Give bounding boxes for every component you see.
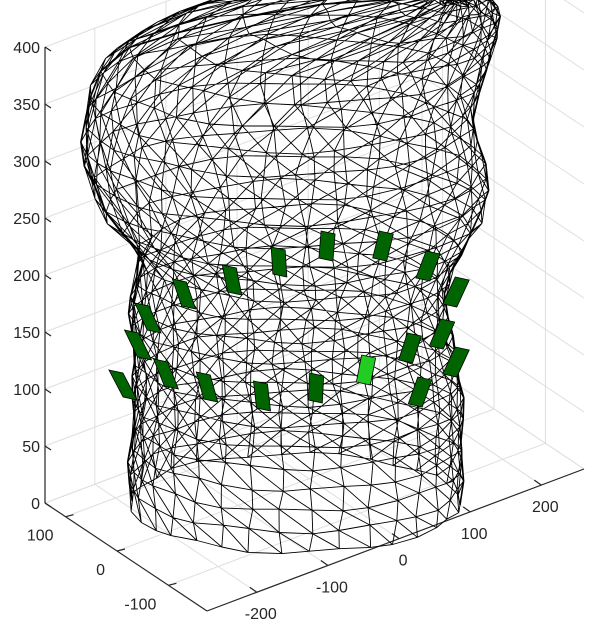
grid-line-y	[168, 442, 546, 586]
z-tick	[44, 160, 52, 166]
green-patch	[318, 230, 336, 262]
green-patch	[270, 246, 288, 278]
tick-labels: 0 50 100 150 200 250 300 350 400 -200 -100 0 100 200 1…	[13, 40, 558, 623]
grid-line-z	[44, 246, 423, 390]
highlighted-patches	[108, 230, 470, 412]
grid-line-z	[44, 132, 423, 276]
z-tick-label: 0	[31, 496, 40, 513]
grid-line-z	[421, 132, 585, 242]
grid-line-z	[421, 75, 585, 185]
green-patch	[152, 358, 180, 390]
green-patch	[123, 329, 153, 361]
green-patch	[134, 302, 162, 334]
grid-line-x	[236, 430, 400, 540]
front-left-tick	[116, 548, 126, 552]
green-patch	[108, 369, 138, 401]
front-right-tick-label: -200	[245, 606, 277, 623]
front-right-tick	[391, 533, 400, 540]
grid-line-z	[421, 18, 585, 128]
z-tick	[44, 46, 52, 52]
z-tick	[44, 103, 52, 109]
z-tick	[44, 274, 52, 280]
grid-line-x	[94, 483, 258, 593]
front-right-tick	[533, 479, 542, 486]
front-left-tick-label: -100	[124, 596, 156, 613]
z-tick-label: 300	[13, 154, 40, 171]
z-tick-label: 200	[13, 268, 40, 285]
z-tick	[44, 217, 52, 223]
grid-lines	[44, 0, 585, 593]
grid-line-z	[44, 0, 172, 48]
mesh-edges	[80, 0, 501, 555]
z-tick-label: 400	[13, 40, 40, 57]
front-right-tick	[462, 506, 471, 513]
axis-lines	[44, 46, 585, 612]
box-edge	[44, 360, 423, 504]
green-patch	[253, 380, 271, 412]
green-patch	[307, 372, 325, 404]
green-patch	[355, 354, 377, 386]
z-tick	[44, 502, 52, 508]
z-tick-label: 100	[13, 382, 40, 399]
front-left-tick	[65, 514, 74, 518]
z-tick-label: 350	[13, 97, 40, 114]
z-tick	[44, 388, 52, 394]
mesh-silhouette	[80, 0, 502, 506]
green-patch	[221, 264, 243, 296]
front-right-axis-line	[206, 468, 585, 612]
green-patch	[442, 346, 470, 378]
grid-line-x	[165, 457, 329, 566]
front-left-tick-label: 100	[27, 528, 54, 545]
z-tick	[44, 445, 52, 451]
z-tick-label: 150	[13, 325, 40, 342]
front-left-axis-line	[44, 502, 208, 612]
front-left-tick-label: 0	[96, 562, 105, 579]
grid-line-z	[44, 189, 423, 333]
green-patch	[171, 278, 197, 310]
front-right-tick-label: 200	[532, 499, 559, 516]
front-right-tick	[249, 586, 258, 593]
grid-line-y	[116, 408, 495, 552]
green-patch	[372, 230, 394, 262]
green-patch	[428, 318, 456, 350]
mesh-cap-edges	[434, 0, 474, 7]
z-tick	[44, 331, 52, 337]
front-right-tick-label: -100	[316, 579, 348, 596]
green-patch	[407, 376, 433, 408]
green-patch	[442, 276, 470, 308]
front-right-tick-label: 0	[399, 553, 408, 570]
front-right-tick	[320, 559, 329, 566]
z-tick-label: 50	[22, 439, 40, 456]
green-patch	[195, 371, 219, 403]
wireframe-mesh	[80, 0, 502, 555]
front-right-tick-label: 100	[461, 526, 488, 543]
green-patch	[415, 250, 441, 282]
grid-line-z	[478, 0, 585, 71]
green-patch	[398, 332, 422, 364]
front-left-tick	[168, 582, 177, 586]
z-tick-label: 250	[13, 211, 40, 228]
